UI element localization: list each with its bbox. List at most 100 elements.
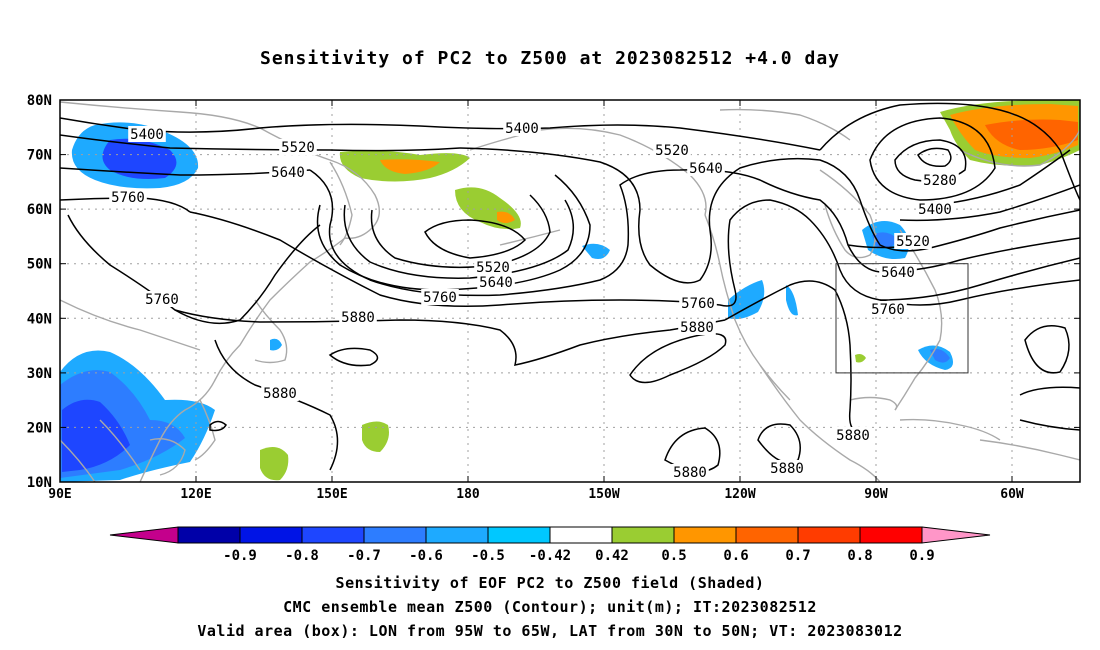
contour-label: 5880 <box>680 320 714 336</box>
shade-seasia-inner <box>62 399 130 472</box>
colorbar-label: -0.9 <box>223 548 257 564</box>
shade-bering-orange <box>380 159 440 174</box>
shade-eastcoast-inner <box>930 349 950 363</box>
coast-borneo <box>149 438 186 476</box>
shade-aleutian-orange <box>497 211 515 223</box>
contour-5400-low <box>869 117 996 201</box>
lat-tick-label: 60N <box>27 202 52 218</box>
coast-china-rivers <box>60 299 201 351</box>
colorbar-label: -0.42 <box>529 548 571 564</box>
colorbar-swatch <box>797 526 861 544</box>
contour-label: 5880 <box>263 386 297 402</box>
contour-5520-west <box>60 134 461 152</box>
shade-siberia-inner <box>102 138 177 179</box>
colorbar-label: -0.8 <box>285 548 319 564</box>
lat-tick-label: 40N <box>27 311 52 327</box>
contour-lowpac-2 <box>343 199 574 279</box>
map-title: Sensitivity of PC2 to Z500 at 2023082512… <box>259 48 840 69</box>
contour-label: 5280 <box>923 173 957 189</box>
lon-tick-label: 150E <box>316 487 347 502</box>
colorbar-swatch <box>611 526 675 544</box>
colorbar-label: 0.42 <box>595 548 629 564</box>
caption-line-3: Valid area (box): LON from 95W to 65W, L… <box>197 622 903 640</box>
colorbar-swatch <box>301 526 365 544</box>
contour-label: 5760 <box>681 296 715 312</box>
lat-tick-label: 10N <box>27 475 52 491</box>
lat-tick-label: 70N <box>27 148 52 164</box>
colorbar-swatch <box>363 526 427 544</box>
contour-5280-inner <box>917 147 952 168</box>
contour-5280-arc <box>934 149 1071 206</box>
contour-5880-loop-pac <box>328 347 379 367</box>
coast-kamchatka <box>329 161 353 246</box>
shade-pacific-green1 <box>362 421 389 452</box>
colorbar-swatch <box>735 526 799 544</box>
colorbar-label: -0.6 <box>409 548 443 564</box>
shade-small-blue-japan <box>270 338 282 351</box>
contour-label: 5760 <box>145 292 179 308</box>
contour-5400-arc <box>899 184 1080 222</box>
coast-philippines <box>194 399 216 461</box>
plot-area <box>60 100 1080 482</box>
colorbar-label: 0.8 <box>847 548 872 564</box>
coast-gulf <box>849 396 898 411</box>
colorbar-label: 0.9 <box>909 548 934 564</box>
contour-labels: 5400552056405760540055205640528054005520… <box>109 120 959 481</box>
plot-frame <box>59 99 1081 483</box>
gridlines <box>60 100 1080 482</box>
contour-label: 5400 <box>918 202 952 218</box>
contour-label: 5400 <box>505 121 539 137</box>
colorbar-label: 0.7 <box>785 548 810 564</box>
coast-india <box>60 439 96 482</box>
contour-label: 5880 <box>673 465 707 481</box>
contour-5880-loop-mex <box>629 333 727 384</box>
contour-5880-loop-indo <box>209 420 227 432</box>
lon-tick-label: 60W <box>1000 487 1024 502</box>
colorbar-swatch <box>859 526 923 544</box>
coast-asia-east <box>60 101 380 482</box>
contour-5880-loop-atl3 <box>1019 419 1080 431</box>
shade-pacific-blue <box>582 243 610 259</box>
colorbar: -0.9 -0.8 -0.7 -0.6 -0.5 -0.42 0.42 0.5 0.6 0.7 0.… <box>109 526 991 564</box>
contour-label: 5640 <box>689 161 723 177</box>
colorbar-swatch <box>177 526 241 544</box>
contour-label: 5880 <box>836 428 870 444</box>
contour-label: 5520 <box>281 140 315 156</box>
lat-tick-label: 30N <box>27 366 52 382</box>
contour-label: 5520 <box>896 234 930 250</box>
contour-5880-loop-atl <box>1024 325 1070 374</box>
coast-japan <box>254 299 288 364</box>
lon-tick-label: 180 <box>456 487 480 502</box>
coast-india-east <box>99 419 141 471</box>
contour-5880-atl <box>724 280 859 433</box>
colorbar-arrow-high <box>921 526 991 544</box>
contour-5760-loop <box>67 214 321 325</box>
coast-mexico <box>759 364 881 482</box>
lon-tick-label: 90W <box>864 487 888 502</box>
colorbar-swatch <box>673 526 737 544</box>
shade-gulf-green <box>855 354 866 363</box>
colorbar-label: 0.6 <box>723 548 748 564</box>
colorbar-label: -0.7 <box>347 548 381 564</box>
coast-aleutians <box>499 229 561 246</box>
contour-label: 5640 <box>271 165 305 181</box>
colorbar-arrow-low <box>109 526 179 544</box>
contour-label: 5520 <box>476 260 510 276</box>
contour-5880-mid <box>174 309 726 366</box>
valid-area-box <box>835 263 969 374</box>
contour-5880-loop-atl2 <box>1019 386 1080 396</box>
lon-tick-label: 90E <box>48 487 71 502</box>
contour-label: 5520 <box>655 143 689 159</box>
contour-label: 5640 <box>479 275 513 291</box>
lat-tick-label: 80N <box>27 93 52 109</box>
colorbar-swatch <box>487 526 551 544</box>
colorbar-swatch <box>549 526 613 544</box>
contour-label: 5400 <box>130 127 164 143</box>
contour-label: 5640 <box>881 265 915 281</box>
lat-tick-label: 20N <box>27 420 52 436</box>
contour-5400-east <box>819 102 1080 201</box>
shade-hudson-blue-inner <box>872 232 898 248</box>
contour-label: 5760 <box>871 302 905 318</box>
